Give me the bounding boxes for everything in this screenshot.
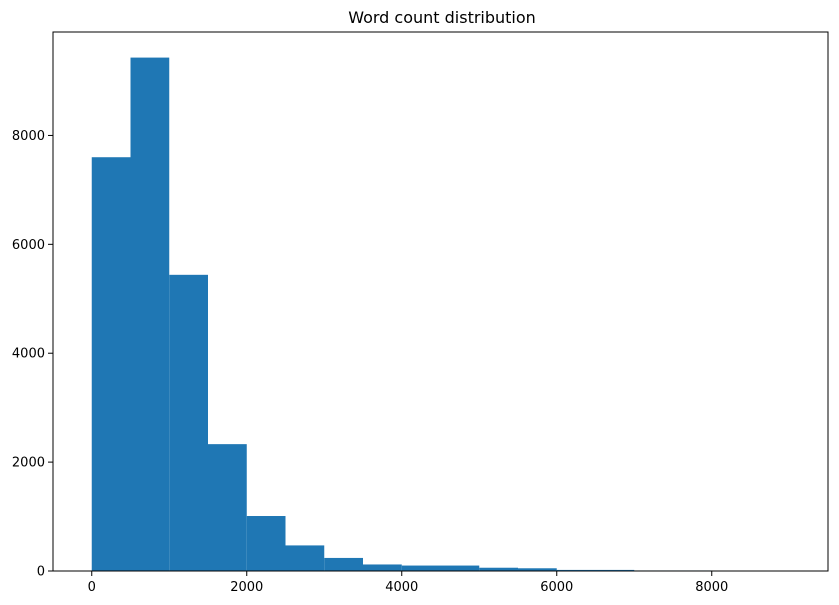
- histogram-bar: [130, 57, 170, 572]
- histogram-bar: [440, 565, 480, 571]
- x-tick-label: 8000: [695, 580, 728, 595]
- histogram-bar: [208, 444, 247, 571]
- histogram-bar: [518, 568, 557, 571]
- histogram-bar: [479, 567, 518, 571]
- axes-group: 0 2000 4000 6000 8000 0 2000 4000 6000 8000: [12, 31, 829, 595]
- y-tick-label: 4000: [12, 347, 45, 362]
- x-tick-label: 4000: [385, 580, 418, 595]
- y-tick-label: 2000: [12, 456, 45, 471]
- y-tick-label: 8000: [12, 129, 45, 144]
- histogram-bar: [595, 569, 635, 571]
- histogram-bar: [91, 157, 131, 571]
- plot-frame: [52, 31, 829, 572]
- histogram-bar: [246, 516, 286, 571]
- histogram-bar: [169, 274, 208, 571]
- histogram-bar: [324, 557, 363, 571]
- histogram-bar: [401, 565, 441, 571]
- x-tick-label: 6000: [540, 580, 573, 595]
- x-tick-label: 0: [88, 580, 96, 595]
- histogram-bar: [556, 569, 596, 571]
- y-tick-label: 0: [37, 565, 45, 580]
- x-tick-label: 2000: [230, 580, 263, 595]
- histogram-bar: [285, 545, 325, 571]
- y-tick-label: 6000: [12, 238, 45, 253]
- bars-group: [91, 57, 712, 572]
- chart-title: Word count distribution: [348, 8, 536, 27]
- histogram-bar: [363, 564, 402, 571]
